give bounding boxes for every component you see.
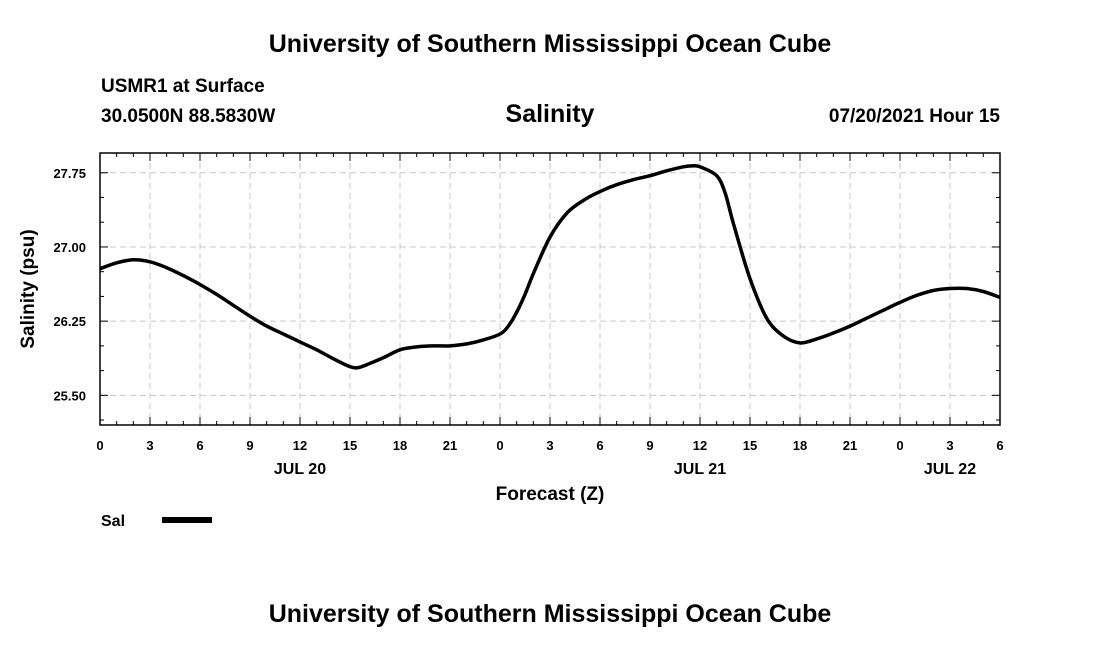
- x-tick-label: 6: [996, 438, 1003, 453]
- x-tick-label: 0: [96, 438, 103, 453]
- x-tick-label: 12: [693, 438, 707, 453]
- series-line-sal: [99, 164, 1001, 370]
- y-tick-label: 27.75: [53, 166, 86, 181]
- date-label: JUL 20: [274, 461, 326, 478]
- footer-title: University of Southern Mississippi Ocean…: [268, 600, 832, 628]
- x-tick-label: 9: [646, 438, 653, 453]
- x-tick-label: 21: [843, 438, 857, 453]
- x-tick-label: 21: [443, 438, 457, 453]
- page-title: University of Southern Mississippi Ocean…: [268, 30, 832, 58]
- legend: Sal: [101, 513, 212, 530]
- x-tick-label: 15: [343, 438, 357, 453]
- x-tick-label: 3: [946, 438, 953, 453]
- x-tick-label: 0: [496, 438, 503, 453]
- x-tick-label: 3: [546, 438, 553, 453]
- legend-label: Sal: [101, 513, 125, 530]
- axis-labels: 0 3 6 9 12 15 18 21 0 3 6 9 12 15 18 21 0 3 6 25.50 26.25 27.…: [18, 166, 1004, 505]
- date-label: JUL 21: [674, 461, 726, 478]
- x-tick-label: 6: [596, 438, 603, 453]
- y-tick-label: 26.25: [53, 314, 86, 329]
- x-tick-label: 18: [393, 438, 407, 453]
- coordinates-label: 30.0500N 88.5830W: [101, 106, 276, 127]
- plot-frame: [99, 152, 1001, 426]
- grid: [100, 153, 1000, 425]
- x-tick-label: 6: [196, 438, 203, 453]
- x-tick-label: 0: [896, 438, 903, 453]
- y-tick-label: 25.50: [53, 388, 86, 403]
- series-layer: [99, 164, 1001, 370]
- y-axis-title: Salinity (psu): [18, 229, 39, 348]
- x-tick-label: 3: [146, 438, 153, 453]
- forecast-datetime: 07/20/2021 Hour 15: [828, 106, 1000, 127]
- station-label: USMR1 at Surface: [101, 76, 265, 97]
- x-tick-label: 18: [793, 438, 807, 453]
- x-tick-label: 9: [246, 438, 253, 453]
- x-tick-label: 15: [743, 438, 757, 453]
- x-tick-label: 12: [293, 438, 307, 453]
- x-axis-title: Forecast (Z): [496, 484, 605, 505]
- chart-title: Salinity: [505, 100, 595, 128]
- date-label: JUL 22: [924, 461, 976, 478]
- y-tick-label: 27.00: [53, 240, 86, 255]
